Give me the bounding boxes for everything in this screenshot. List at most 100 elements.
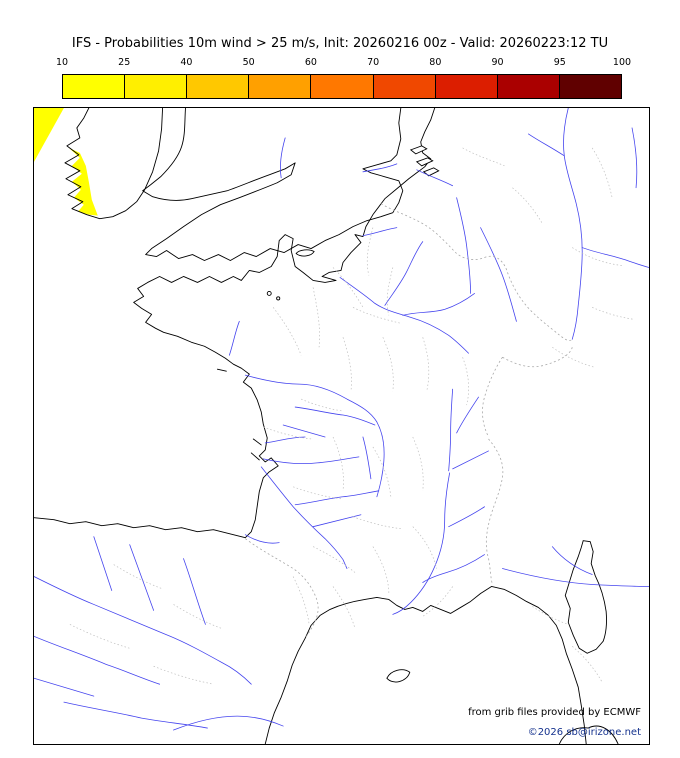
river-rhine (563, 108, 583, 340)
river-po (502, 568, 649, 587)
river-weser (631, 127, 638, 189)
admin-line (113, 564, 162, 589)
admin-line (300, 398, 344, 412)
admin-line (263, 426, 312, 440)
admin-line (412, 436, 424, 491)
river-vilaine (228, 320, 240, 356)
river-thames (362, 163, 398, 173)
corsica-coast (564, 540, 607, 654)
river-durance (422, 554, 485, 583)
admin-line (332, 436, 344, 491)
colorbar-segment (187, 75, 250, 98)
channel-island (266, 290, 272, 296)
admin-line (462, 147, 505, 167)
river-scheldt (416, 169, 454, 187)
river-po-trib (551, 546, 593, 575)
river-main (581, 247, 649, 268)
credit-provider: from grib files provided by ECMWF (468, 707, 641, 718)
belle-ile-coast (216, 368, 227, 372)
river-jucar (173, 715, 284, 731)
admin-line (293, 486, 342, 500)
river-loire (244, 374, 385, 498)
river-rhone (392, 472, 451, 615)
admin-line (352, 516, 401, 530)
admin-line (332, 586, 356, 629)
credit-copyright: ©2026 sb@irizone.net (527, 727, 641, 738)
delta-island (415, 157, 434, 167)
menorca-coast (386, 669, 411, 683)
river-severn (280, 137, 286, 179)
river-ebro-trib (93, 536, 113, 591)
border-belgium-germany (380, 203, 573, 341)
admin-line (512, 187, 543, 224)
river-marne (402, 293, 475, 316)
colorbar-segment (559, 75, 621, 98)
river-moselle (480, 227, 517, 322)
admin-line (422, 337, 430, 392)
river-charente (264, 436, 306, 444)
river-tarn (312, 514, 362, 528)
admin-line (153, 665, 214, 685)
admin-line (382, 337, 394, 392)
river-cher (294, 406, 376, 426)
colorbar-segment (249, 75, 312, 98)
admin-line (572, 646, 603, 683)
admin-line (572, 247, 623, 266)
border-spain-pyrenees (245, 538, 319, 639)
sardinia-coast (558, 725, 619, 744)
border-switzerland-north (502, 347, 573, 368)
border-italy (485, 438, 504, 585)
oleron-island-coast (250, 452, 260, 461)
isle-of-wight-coast (295, 249, 315, 257)
country-borders (245, 203, 573, 639)
admin-line (462, 357, 470, 406)
river-adour (244, 534, 280, 544)
river-ebro-trib (183, 558, 206, 625)
admin-line (386, 267, 394, 316)
colorbar-segment (311, 75, 374, 98)
continental-coast (34, 108, 436, 539)
admin-line (342, 337, 352, 392)
re-island-coast (252, 438, 262, 446)
admin-line (372, 546, 390, 595)
admin-line (591, 147, 613, 198)
colorbar-tick-label: 95 (553, 57, 566, 68)
colorbar-tick-label: 40 (180, 57, 193, 68)
colorbar-segment (63, 75, 126, 98)
river-oise (384, 241, 424, 306)
river-seine (339, 277, 469, 354)
colorbar-tick-label: 60 (304, 57, 317, 68)
admin-boundaries (69, 147, 635, 685)
colorbar-segment (373, 75, 436, 98)
river-somme (362, 227, 398, 236)
colorbar-ticks: 10 25 40 50 60 70 80 90 95 100 (56, 57, 631, 70)
map-canvas (34, 108, 649, 744)
admin-line (312, 287, 320, 348)
admin-line (412, 526, 438, 569)
england-wales-coast (142, 108, 404, 261)
border-switzerland-west (482, 356, 503, 438)
colorbar-tick-label: 70 (367, 57, 380, 68)
river-spain (34, 677, 95, 697)
colorbar-segment (497, 75, 560, 98)
colorbar-tick-label: 50 (242, 57, 255, 68)
mediterranean-italian-coast (264, 586, 587, 744)
river-isere (448, 506, 485, 528)
admin-line (352, 307, 401, 324)
channel-island (276, 296, 281, 301)
colorbar-tick-label: 90 (491, 57, 504, 68)
colorbar-tick-label: 25 (118, 57, 131, 68)
delta-island (409, 145, 428, 155)
rivers (34, 108, 649, 731)
river-lot (294, 490, 380, 506)
river-rhone-upper (452, 450, 489, 470)
admin-line (366, 227, 374, 276)
river-allier (362, 436, 372, 480)
colorbar-segment (125, 75, 188, 98)
colorbar-tick-label: 80 (429, 57, 442, 68)
river-meuse (456, 197, 471, 294)
map-frame: from grib files provided by ECMWF ©2026 … (33, 107, 650, 745)
river-rhine-branch (527, 133, 565, 157)
river-ebro (34, 576, 252, 685)
